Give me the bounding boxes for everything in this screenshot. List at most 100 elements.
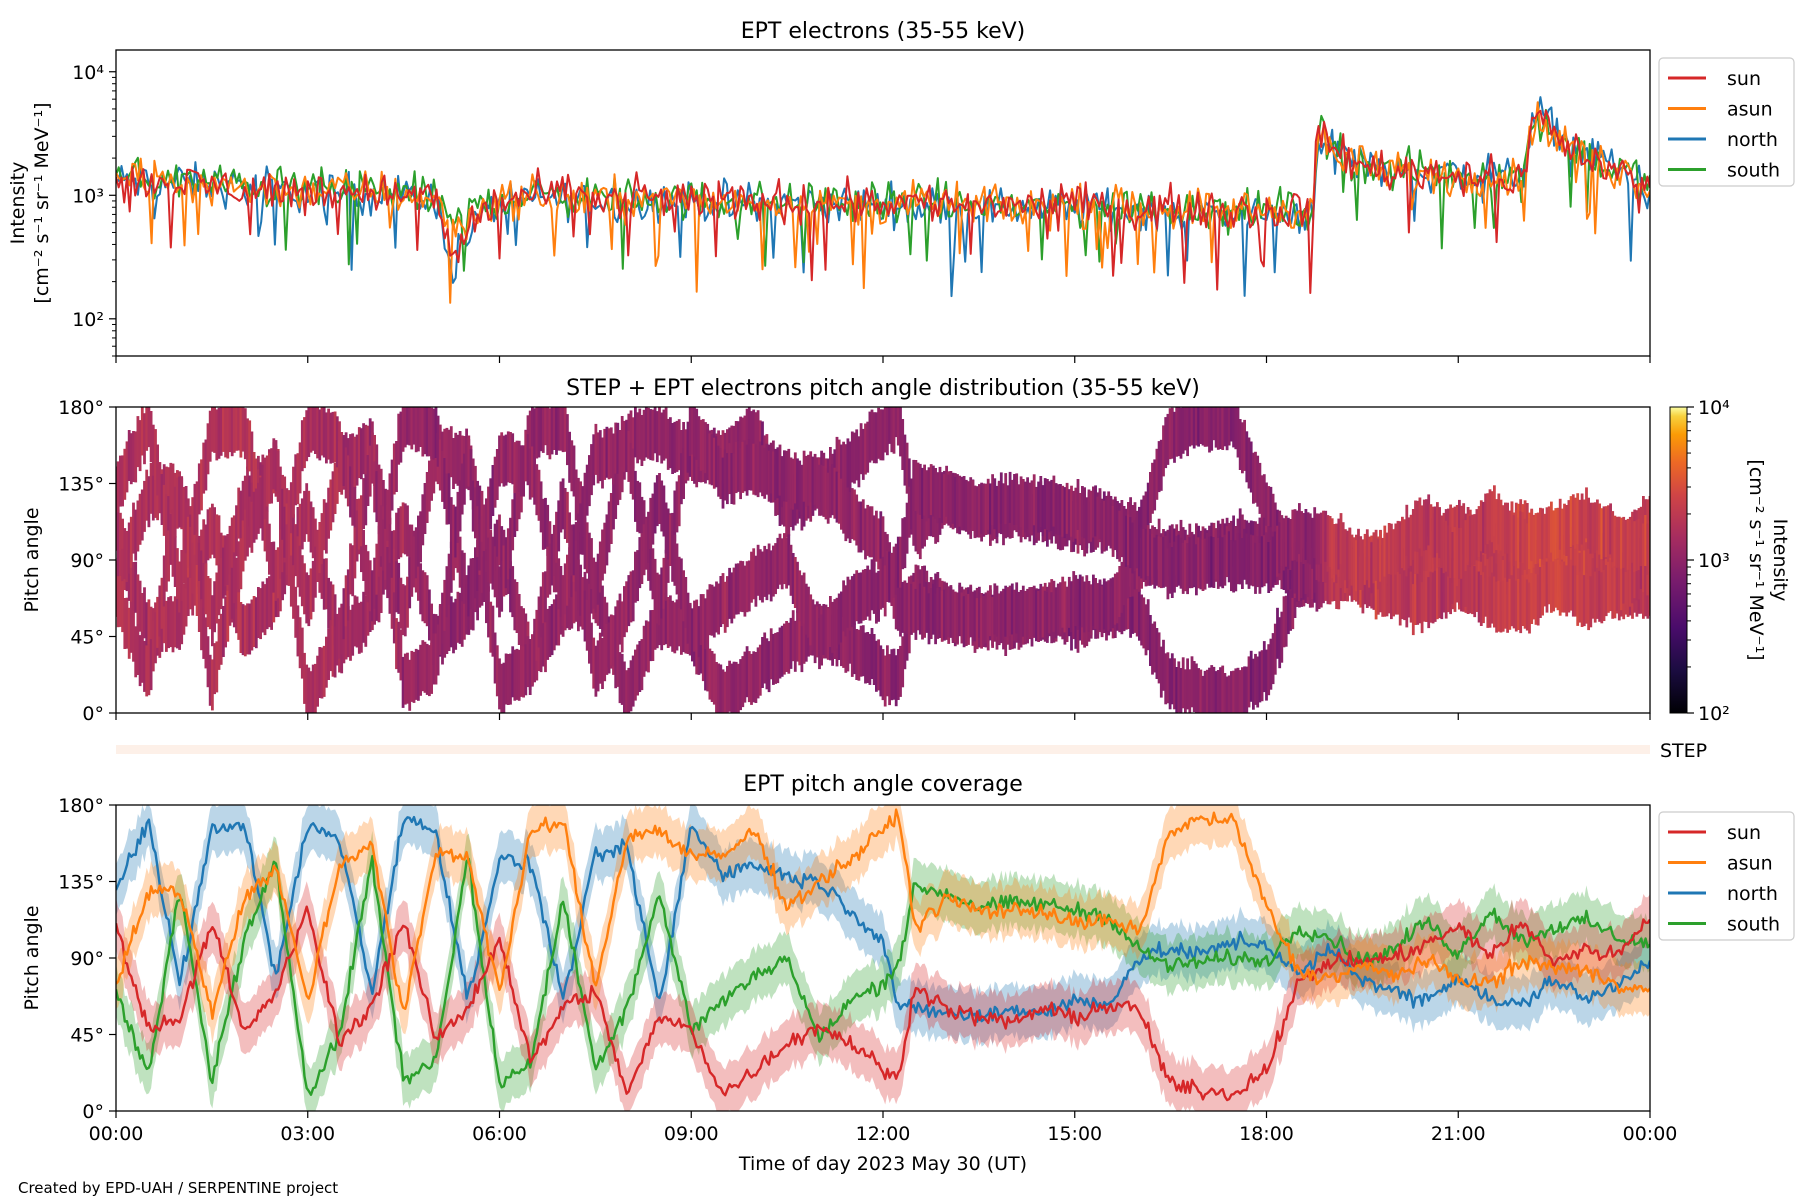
pad-cell <box>1539 507 1542 559</box>
pad-cell <box>583 472 587 524</box>
pad-cell <box>307 407 311 457</box>
pad-cell <box>651 493 655 545</box>
pad-cell <box>721 573 725 625</box>
pad-cell <box>1569 559 1573 611</box>
pad-cell <box>395 561 398 613</box>
pad-cell <box>1440 515 1444 567</box>
pad-cell <box>956 592 959 644</box>
pad-cell <box>1072 490 1076 542</box>
pad-cell <box>732 453 736 505</box>
pad-cell <box>1385 565 1389 617</box>
pad-cell <box>1493 485 1496 537</box>
pad-cell <box>916 503 920 555</box>
pad-cell <box>366 425 370 477</box>
pad-cell <box>364 544 368 596</box>
pad-cell <box>1607 561 1610 613</box>
pad-cell <box>1438 507 1441 559</box>
pad-cell <box>693 432 696 484</box>
pad-cell <box>1311 517 1314 569</box>
pad-cell <box>971 480 975 531</box>
pad-cell <box>1096 496 1100 548</box>
pad-cell <box>715 581 718 633</box>
pad-cell <box>846 576 850 628</box>
pad-cell <box>318 522 322 573</box>
pad-cell <box>555 407 558 455</box>
pad-cell <box>305 572 309 624</box>
pad-cell <box>918 583 922 635</box>
pad-cell <box>598 632 602 684</box>
pad-cell <box>296 536 300 588</box>
pad-cell <box>362 423 365 475</box>
pad-cell <box>1585 542 1588 594</box>
pad-cell <box>993 478 997 530</box>
pad-cell <box>1287 583 1290 635</box>
pad-cell <box>1094 485 1097 537</box>
pad-cell <box>666 597 670 648</box>
pad-cell <box>167 530 170 582</box>
pad-cell <box>452 438 455 489</box>
pad-cell <box>1078 493 1082 544</box>
pad-cell <box>1311 548 1314 599</box>
pad-cell <box>706 589 710 641</box>
pad-cell <box>430 407 433 459</box>
pad-cell <box>918 508 922 560</box>
pad-cell <box>252 596 256 647</box>
pad-cell <box>335 613 339 665</box>
pad-cell <box>1376 538 1380 590</box>
pad-cell <box>160 474 164 525</box>
pad-cell <box>136 624 140 675</box>
pad-cell <box>1181 407 1185 454</box>
pad-cell <box>524 613 528 665</box>
pad-cell <box>436 624 440 676</box>
pad-cell <box>969 586 973 638</box>
step-strip: STEP <box>116 740 1707 762</box>
pad-cell <box>147 599 151 651</box>
pad-cell <box>215 514 219 566</box>
pad-cell <box>151 424 155 476</box>
pad-cell <box>193 554 197 606</box>
pad-cell <box>143 587 146 639</box>
pad-cell <box>949 586 953 638</box>
pad-cell <box>866 421 870 473</box>
pad-cell <box>248 496 252 548</box>
pad-cell <box>1146 525 1150 577</box>
pad-cell <box>833 599 837 651</box>
pad-cell <box>636 412 639 464</box>
pad-cell <box>566 491 569 543</box>
pad-cell <box>853 489 856 541</box>
pad-cell <box>1372 558 1376 610</box>
pad-cell <box>1635 520 1639 572</box>
pad-cell <box>307 667 311 713</box>
pad-cell <box>1510 575 1514 627</box>
pad-cell <box>1017 484 1021 536</box>
pad-cell <box>1063 581 1067 633</box>
pad-cell <box>739 448 742 500</box>
pad-cell <box>675 481 679 533</box>
pad-cell <box>555 594 558 646</box>
pad-cell <box>603 596 607 648</box>
pad-cell <box>1455 535 1459 587</box>
pad-cell <box>598 578 602 629</box>
x-tick-label: 03:00 <box>280 1123 335 1145</box>
pad-cell <box>1030 480 1034 532</box>
pad-cell <box>921 497 924 549</box>
pad-cell <box>658 407 661 456</box>
pad-cell <box>1024 481 1027 533</box>
pad-cell <box>1192 661 1196 712</box>
pad-cell <box>618 430 622 481</box>
pad-cell <box>206 576 210 627</box>
pad-cell <box>756 647 760 699</box>
pad-cell <box>568 578 571 630</box>
pad-cell <box>1113 499 1117 551</box>
pad-cell <box>1550 561 1553 613</box>
pad-cell <box>1109 497 1113 549</box>
pad-cell <box>121 518 124 570</box>
pad-cell <box>758 644 762 696</box>
pad-cell <box>333 411 337 463</box>
pad-cell <box>314 518 317 570</box>
pad-cell <box>1642 496 1645 547</box>
pad-cell <box>1291 509 1295 561</box>
pad-cell <box>1081 486 1084 537</box>
pad-cell <box>837 439 841 491</box>
pad-cell <box>616 635 620 687</box>
